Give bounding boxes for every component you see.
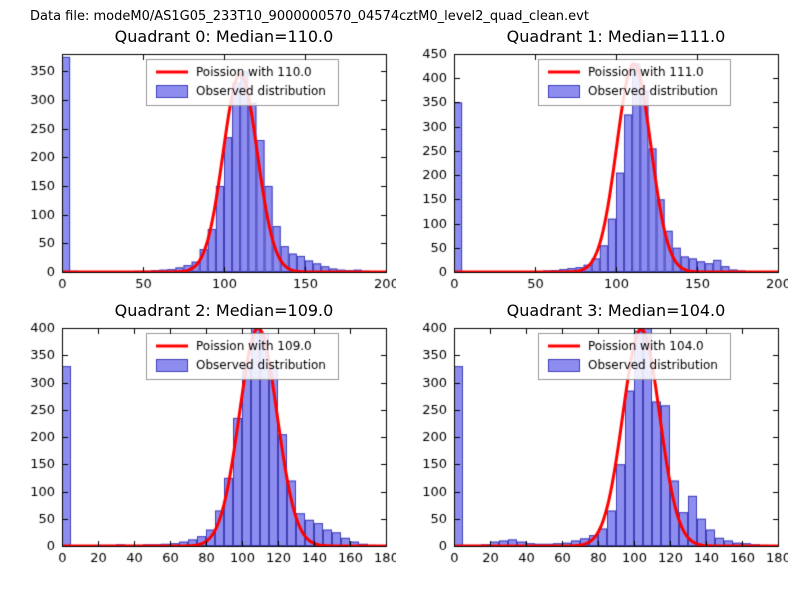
- quadrant-0-chart: [12, 48, 396, 298]
- subplot-quadrant-2: Quadrant 2: Median=109.0: [12, 300, 396, 572]
- subplot-quadrant-1: Quadrant 1: Median=111.0: [404, 26, 788, 298]
- subplot-quadrant-3: Quadrant 3: Median=104.0: [404, 300, 788, 572]
- quadrant-3-title: Quadrant 3: Median=104.0: [506, 301, 726, 320]
- quadrant-2-title: Quadrant 2: Median=109.0: [114, 301, 334, 320]
- subplot-grid: Quadrant 0: Median=110.0 Quadrant 1: Med…: [0, 26, 800, 572]
- quadrant-3-chart: [404, 322, 788, 572]
- subplot-quadrant-0: Quadrant 0: Median=110.0: [12, 26, 396, 298]
- quadrant-1-title: Quadrant 1: Median=111.0: [506, 27, 726, 46]
- quadrant-1-chart: [404, 48, 788, 298]
- quadrant-2-chart: [12, 322, 396, 572]
- quadrant-0-title: Quadrant 0: Median=110.0: [114, 27, 334, 46]
- figure-title: Data file: modeM0/AS1G05_233T10_90000005…: [30, 9, 589, 24]
